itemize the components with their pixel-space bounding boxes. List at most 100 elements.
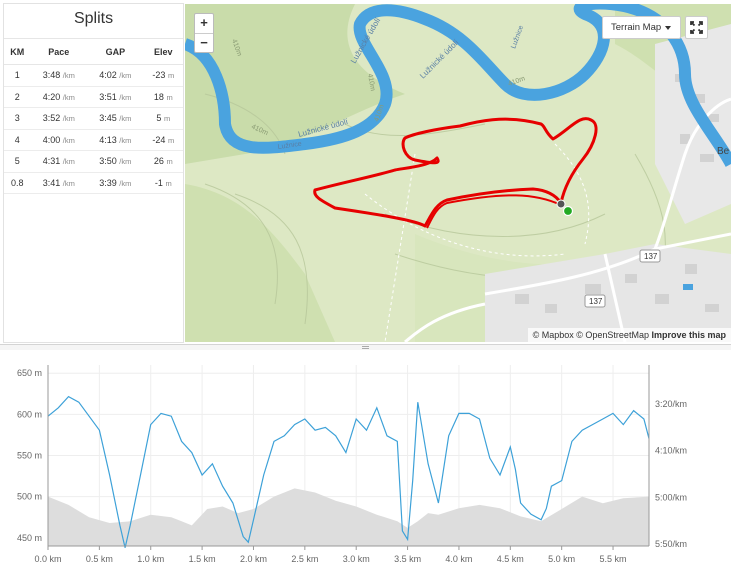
- x-tick-label: 5.5 km: [600, 554, 627, 564]
- x-tick-label: 3.5 km: [394, 554, 421, 564]
- splits-header-row: KM Pace GAP Elev: [4, 38, 183, 65]
- route-line-return: [426, 194, 562, 229]
- split-elev: -1 m: [143, 172, 183, 194]
- chevron-down-icon: [665, 26, 671, 30]
- split-elev: 26 m: [143, 150, 183, 173]
- y-tick-label: 500 m: [17, 492, 42, 502]
- map-attribution: © Mapbox © OpenStreetMap Improve this ma…: [527, 328, 731, 342]
- x-tick-label: 4.5 km: [497, 554, 524, 564]
- y-tick-label: 550 m: [17, 451, 42, 461]
- split-elev: -24 m: [143, 129, 183, 151]
- split-km: 3: [4, 107, 31, 130]
- zoom-in-button[interactable]: +: [200, 15, 208, 30]
- col-elev: Elev: [143, 38, 183, 65]
- urban-area: [655, 24, 731, 224]
- map-label-river-top2: Lužnické údolí: [418, 37, 461, 80]
- expand-icon: [690, 21, 703, 34]
- split-pace-value: 4:31: [42, 156, 61, 167]
- x-tick-label: 2.5 km: [291, 554, 318, 564]
- attribution-osm-link[interactable]: © OpenStreetMap: [576, 330, 649, 340]
- split-gap-unit: /km: [119, 71, 132, 81]
- road-shield-label: 137: [644, 252, 658, 261]
- map-label-river-top3: Lužnice: [510, 25, 525, 50]
- split-gap-value: 4:02: [99, 70, 117, 81]
- split-elev-value: -24: [152, 134, 166, 145]
- split-pace: 4:31 /km: [30, 150, 88, 173]
- paths: [364, 143, 590, 342]
- start-marker-icon: [562, 205, 574, 217]
- activity-top-section: Splits KM Pace GAP Elev 1 3:48 /km 4:02 /k…: [3, 3, 731, 343]
- improve-map-link[interactable]: Improve this map: [651, 330, 726, 340]
- zoom-out-button[interactable]: −: [195, 33, 213, 52]
- col-km: KM: [4, 38, 31, 65]
- split-pace-value: 4:20: [42, 91, 61, 102]
- split-pace-value: 3:41: [42, 177, 61, 188]
- split-elev-value: 26: [153, 156, 164, 167]
- split-pace-value: 3:52: [42, 113, 61, 124]
- y-right-tick-label: 5:00/km: [655, 492, 687, 502]
- y-right-tick-label: 5:50/km: [655, 539, 687, 549]
- split-elev-value: -23: [152, 70, 166, 81]
- finish-flag-icon: [556, 199, 566, 209]
- y-tick-label: 650 m: [17, 368, 42, 378]
- splits-title: Splits: [73, 10, 114, 27]
- fullscreen-button[interactable]: [685, 16, 708, 39]
- resize-divider[interactable]: [0, 344, 731, 350]
- split-km: 5: [4, 150, 31, 173]
- split-pace: 3:52 /km: [30, 107, 88, 130]
- split-pace-unit: /km: [62, 135, 75, 145]
- y-right-tick-label: 3:20/km: [655, 399, 687, 409]
- attribution-mapbox-link[interactable]: © Mapbox: [532, 330, 574, 340]
- col-gap: GAP: [87, 38, 144, 65]
- split-gap: 3:39 /km: [87, 172, 144, 194]
- split-km-value: 0.8: [10, 177, 24, 188]
- x-tick-label: 0.5 km: [86, 554, 113, 564]
- map-canvas[interactable]: Lužnické údolí Lužnické údolí Lužnice Lu…: [185, 4, 731, 342]
- split-gap-unit: /km: [119, 92, 132, 102]
- split-elev-unit: m: [166, 157, 173, 167]
- forest-area: [185, 184, 335, 342]
- split-gap: 3:45 /km: [87, 107, 144, 130]
- split-elev-unit: m: [165, 178, 172, 188]
- x-tick-label: 1.5 km: [189, 554, 216, 564]
- split-km-value: 2: [14, 91, 20, 102]
- split-gap-value: 3:39: [99, 177, 117, 188]
- split-elev: 5 m: [143, 107, 183, 130]
- split-elev-unit: m: [166, 92, 173, 102]
- split-gap: 3:50 /km: [87, 150, 144, 173]
- split-gap-value: 4:13: [99, 134, 117, 145]
- splits-panel: Splits KM Pace GAP Elev 1 3:48 /km 4:02 /k…: [3, 3, 184, 343]
- map-style-dropdown[interactable]: Terrain Map: [602, 16, 681, 39]
- split-pace-unit: /km: [62, 92, 75, 102]
- route-map[interactable]: Lužnické údolí Lužnické údolí Lužnice Lu…: [185, 4, 731, 342]
- elevation-area: [48, 488, 649, 546]
- x-tick-label: 3.0 km: [343, 554, 370, 564]
- split-pace-unit: /km: [62, 178, 75, 188]
- split-gap-value: 3:45: [99, 113, 117, 124]
- split-km: 4: [4, 129, 31, 151]
- split-row: 4 4:00 /km 4:13 /km -24 m: [4, 129, 183, 151]
- split-elev: -23 m: [143, 64, 183, 87]
- elevation-pace-chart[interactable]: 0.0 km 0.5 km 1.0 km 1.5 km 2.0 km 2.5 km 3.0 …: [0, 351, 731, 581]
- zoom-control: + −: [194, 13, 214, 53]
- road-shield-label: 137: [589, 297, 603, 306]
- y-right-tick-label: 4:10/km: [655, 446, 687, 456]
- split-elev-value: -1: [154, 177, 163, 188]
- split-elev: 18 m: [143, 86, 183, 108]
- forest-area: [185, 4, 405, 164]
- map-label-town: Be: [717, 146, 730, 157]
- map-style-label: Terrain Map: [611, 22, 662, 33]
- split-gap: 4:13 /km: [87, 129, 144, 151]
- split-pace-value: 3:48: [42, 70, 61, 81]
- split-pace-unit: /km: [62, 71, 75, 81]
- split-elev-unit: m: [167, 71, 175, 81]
- x-tick-label: 1.0 km: [137, 554, 164, 564]
- split-gap-value: 3:50: [99, 156, 117, 167]
- split-pace-value: 4:00: [42, 134, 61, 145]
- chart-canvas[interactable]: 0.0 km 0.5 km 1.0 km 1.5 km 2.0 km 2.5 km 3.0 …: [0, 351, 731, 581]
- drag-handle-icon[interactable]: [362, 346, 369, 349]
- split-pace: 4:00 /km: [30, 129, 88, 151]
- splits-rows: 1 3:48 /km 4:02 /km -23 m 2 4:20 /km 3:51 /km 1…: [4, 64, 183, 194]
- split-gap-value: 3:51: [99, 91, 117, 102]
